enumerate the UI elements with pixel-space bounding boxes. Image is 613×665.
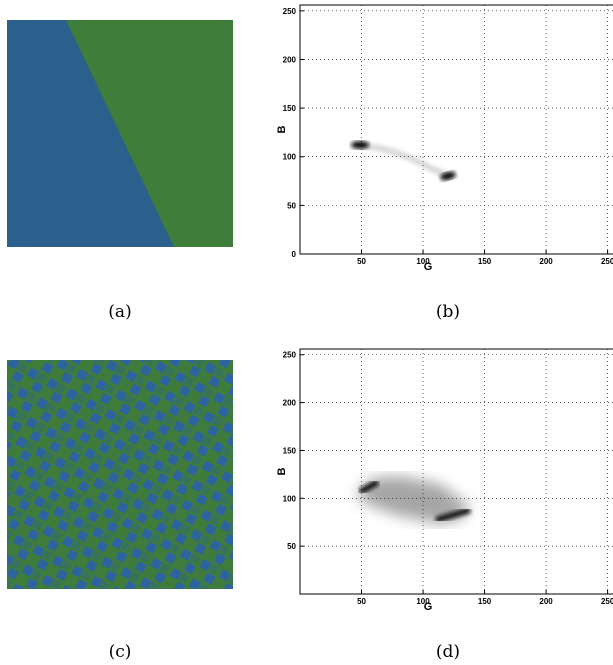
x-tick-label: 250 <box>601 257 613 266</box>
x-tick-label: 100 <box>416 257 430 266</box>
image-a <box>7 20 233 247</box>
x-tick-label: 250 <box>601 597 613 606</box>
density-d <box>356 476 471 524</box>
x-tick-label: 150 <box>478 597 492 606</box>
y-tick-label: 100 <box>283 494 297 503</box>
plot-frame <box>299 348 613 595</box>
y-tick-label: 200 <box>283 55 297 64</box>
caption: (c) <box>109 642 132 662</box>
x-tick-label: 200 <box>539 597 553 606</box>
y-tick-label: 250 <box>283 7 297 16</box>
y-axis-label: B <box>276 467 288 475</box>
y-tick-label: 150 <box>283 104 297 113</box>
x-tick-label: 150 <box>478 257 492 266</box>
x-tick-label: 50 <box>357 597 366 606</box>
y-axis-label: B <box>276 125 288 133</box>
y-tick-label: 150 <box>283 446 297 455</box>
y-tick-label: 0 <box>292 250 297 259</box>
x-axis-label: G <box>424 601 433 613</box>
y-tick-label: 200 <box>283 399 297 408</box>
x-axis-label: G <box>424 261 433 273</box>
caption: (b) <box>436 302 460 322</box>
y-tick-label: 50 <box>287 201 296 210</box>
caption: (d) <box>436 642 460 662</box>
y-tick-label: 250 <box>283 351 297 360</box>
x-tick-label: 50 <box>357 257 366 266</box>
plot-frame <box>299 4 613 255</box>
y-tick-label: 50 <box>287 542 296 551</box>
x-tick-label: 100 <box>416 597 430 606</box>
caption: (a) <box>108 302 131 322</box>
x-tick-label: 200 <box>539 257 553 266</box>
density-b <box>351 141 456 181</box>
image-c <box>7 360 233 589</box>
y-tick-label: 100 <box>283 153 297 162</box>
